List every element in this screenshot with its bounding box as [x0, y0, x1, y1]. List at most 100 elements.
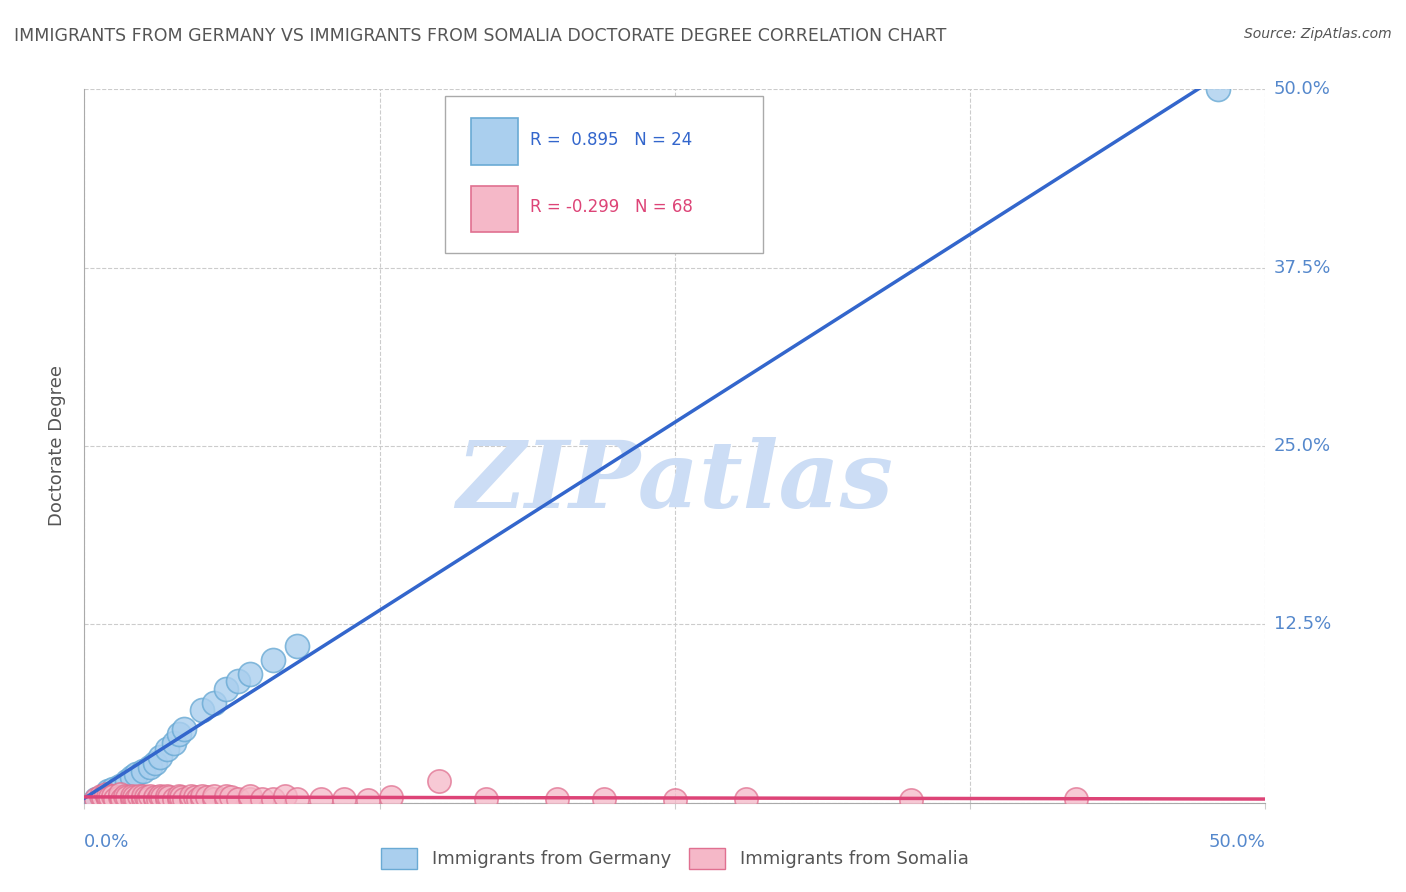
Point	[546, 791, 568, 805]
Text: IMMIGRANTS FROM GERMANY VS IMMIGRANTS FROM SOMALIA DOCTORATE DEGREE CORRELATION : IMMIGRANTS FROM GERMANY VS IMMIGRANTS FR…	[14, 27, 946, 45]
Point	[150, 790, 173, 805]
Text: 50.0%: 50.0%	[1274, 80, 1330, 98]
Point	[97, 791, 120, 805]
Point	[380, 790, 402, 805]
Text: Source: ZipAtlas.com: Source: ZipAtlas.com	[1244, 27, 1392, 41]
Point	[475, 791, 498, 805]
Point	[139, 789, 162, 803]
Point	[143, 756, 166, 770]
Point	[101, 789, 124, 803]
Point	[226, 791, 249, 805]
Point	[274, 789, 297, 803]
Point	[195, 790, 218, 805]
Point	[90, 789, 112, 803]
Text: 0.0%: 0.0%	[84, 833, 129, 851]
Point	[202, 696, 225, 710]
Point	[262, 791, 284, 805]
Point	[156, 791, 179, 805]
Text: 25.0%: 25.0%	[1274, 437, 1331, 455]
Point	[149, 789, 172, 803]
Point	[128, 789, 150, 803]
Point	[285, 791, 308, 805]
Point	[101, 781, 124, 796]
Point	[125, 791, 148, 805]
Point	[333, 791, 356, 805]
Point	[114, 789, 136, 803]
Point	[250, 791, 273, 805]
Point	[191, 789, 214, 803]
Point	[184, 790, 207, 805]
Point	[734, 791, 756, 805]
Point	[136, 791, 159, 805]
FancyBboxPatch shape	[444, 96, 763, 253]
Bar	[471, 119, 517, 165]
Point	[187, 791, 209, 805]
Point	[202, 789, 225, 803]
Point	[132, 791, 155, 805]
Y-axis label: Doctorate Degree: Doctorate Degree	[48, 366, 66, 526]
Point	[104, 791, 127, 805]
Point	[121, 770, 143, 784]
Point	[215, 791, 238, 805]
Point	[132, 789, 155, 803]
Point	[143, 790, 166, 805]
Point	[1206, 82, 1229, 96]
Point	[309, 791, 332, 805]
Point	[593, 791, 616, 805]
Point	[180, 791, 202, 805]
Point	[156, 789, 179, 803]
Point	[664, 793, 686, 807]
Point	[285, 639, 308, 653]
Point	[427, 774, 450, 789]
Point	[135, 790, 157, 805]
Point	[132, 764, 155, 779]
Point	[84, 791, 107, 805]
Point	[121, 791, 143, 805]
Point	[122, 790, 145, 805]
Point	[170, 790, 193, 805]
Point	[191, 703, 214, 717]
Legend: Immigrants from Germany, Immigrants from Somalia: Immigrants from Germany, Immigrants from…	[374, 840, 976, 876]
Point	[98, 790, 121, 805]
Point	[97, 789, 120, 803]
Point	[125, 767, 148, 781]
Point	[219, 790, 242, 805]
Point	[146, 791, 169, 805]
Point	[215, 681, 238, 696]
Point	[357, 793, 380, 807]
Point	[262, 653, 284, 667]
Point	[108, 779, 131, 793]
Text: R =  0.895   N = 24: R = 0.895 N = 24	[530, 131, 692, 149]
Point	[91, 790, 114, 805]
Point	[180, 789, 202, 803]
Point	[97, 784, 120, 798]
Point	[173, 791, 195, 805]
Bar	[471, 186, 517, 232]
Point	[143, 791, 166, 805]
Text: R = -0.299   N = 68: R = -0.299 N = 68	[530, 198, 693, 216]
Point	[111, 791, 134, 805]
Point	[226, 674, 249, 689]
Text: ZIPatlas: ZIPatlas	[457, 437, 893, 526]
Point	[900, 793, 922, 807]
Point	[163, 736, 186, 750]
Point	[84, 791, 107, 805]
Point	[149, 750, 172, 764]
Point	[173, 722, 195, 736]
Text: 50.0%: 50.0%	[1209, 833, 1265, 851]
Point	[167, 789, 190, 803]
Point	[163, 791, 186, 805]
Point	[108, 790, 131, 805]
Point	[157, 790, 180, 805]
Point	[215, 789, 238, 803]
Text: 12.5%: 12.5%	[1274, 615, 1331, 633]
Point	[239, 789, 262, 803]
Point	[108, 787, 131, 801]
Point	[239, 667, 262, 681]
Point	[239, 791, 262, 805]
Point	[121, 789, 143, 803]
Point	[91, 789, 114, 803]
Point	[156, 741, 179, 756]
Point	[1066, 791, 1088, 805]
Point	[115, 790, 138, 805]
